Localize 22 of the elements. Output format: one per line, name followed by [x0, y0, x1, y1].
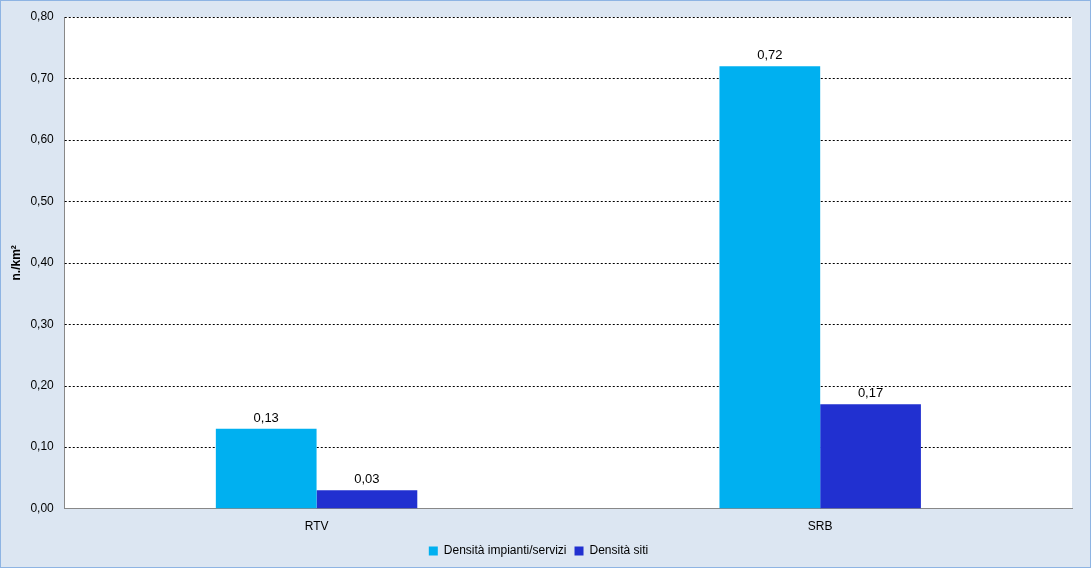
- x-tick-label: SRB: [807, 519, 833, 534]
- bar: [215, 428, 317, 509]
- y-tick-label: 0,20: [30, 378, 55, 393]
- data-label: 0,17: [857, 385, 884, 401]
- y-tick-label: 0,10: [30, 439, 55, 454]
- legend-label: Densità siti: [589, 543, 649, 558]
- y-tick-label: 0,50: [30, 193, 55, 208]
- bar: [719, 66, 821, 509]
- data-label: 0,13: [253, 409, 279, 425]
- x-tick-label: RTV: [304, 519, 329, 534]
- y-tick-label: 0,60: [30, 132, 55, 147]
- bar: [316, 490, 418, 509]
- legend-label: Densità impianti/servizi: [443, 543, 567, 558]
- data-label: 0,03: [354, 471, 380, 487]
- y-tick-label: 0,40: [30, 255, 55, 270]
- bar: [820, 404, 921, 509]
- y-axis-title: n./km²: [8, 245, 23, 281]
- y-tick-label: 0,30: [30, 316, 55, 331]
- y-tick-label: 0,80: [30, 9, 55, 24]
- data-label: 0,72: [757, 47, 783, 63]
- y-tick-label: 0,70: [30, 70, 55, 85]
- y-tick-label: 0,00: [30, 500, 55, 515]
